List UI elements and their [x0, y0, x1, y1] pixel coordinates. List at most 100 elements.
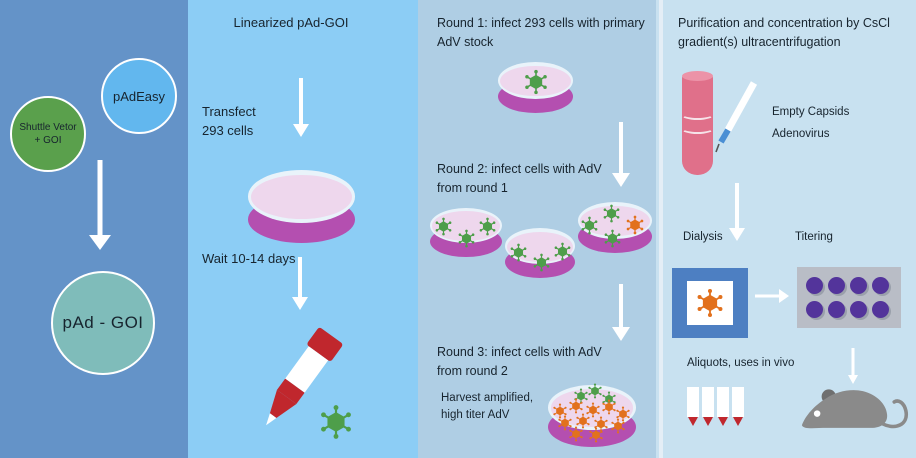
- transfect-label-line2: 293 cells: [202, 122, 254, 138]
- aliquot-tip: [688, 417, 698, 426]
- petri-dish-transfected: [248, 170, 355, 243]
- centrifuge-tube-top: [682, 71, 713, 81]
- plate-well: [872, 277, 889, 294]
- aliquot-tube-icon: [732, 387, 744, 426]
- arrow-head: [612, 327, 630, 341]
- round2-title: Round 2: infect cells with AdV from roun…: [437, 160, 602, 198]
- green-virus-icon: [523, 69, 549, 95]
- green-virus-icon: [532, 253, 551, 272]
- aliquot-tube-icon: [702, 387, 714, 426]
- orange-virus-icon: [695, 288, 725, 318]
- syringe-needle-icon: [715, 81, 758, 153]
- round3-title-line2: from round 2: [437, 363, 508, 378]
- green-virus-icon: [602, 204, 621, 223]
- petri-dish-harvest: [548, 385, 636, 447]
- panel2-title: Linearized pAd-GOI: [233, 15, 349, 30]
- green-virus-icon: [603, 229, 622, 248]
- flow-arrow-down-purify: [729, 183, 745, 241]
- green-virus-icon: [553, 242, 572, 261]
- petri-dish-round2-a: [430, 208, 502, 257]
- titering-label: Titering: [795, 231, 833, 243]
- orange-virus-icon: [610, 418, 626, 434]
- panel-transfection: Linearized pAd-GOI Transfect 293 cells W…: [188, 0, 418, 458]
- harvest-label-line2: high titer AdV: [441, 409, 510, 422]
- arrow-head: [779, 288, 789, 303]
- dialysis-label: Dialysis: [683, 231, 723, 243]
- shuttle-vector-label-line1: Shuttle Vetor: [19, 122, 77, 133]
- empty-capsids-label: Empty Capsids: [772, 106, 850, 118]
- dialysis-cassette-icon: [672, 268, 748, 338]
- panel4-title-line1: Purification and concentration by CsCl: [678, 16, 890, 30]
- adenovirus-label: Adenovirus: [772, 128, 830, 140]
- harvest-label: Harvest amplified, high titer AdV: [441, 390, 533, 425]
- wait-label: Wait 10-14 days: [202, 251, 296, 266]
- green-virus-icon: [457, 229, 476, 248]
- orange-virus-icon: [568, 426, 584, 442]
- transfect-label-line1: Transfect: [202, 104, 256, 119]
- arrow-head: [847, 375, 858, 384]
- petri-dish-round1: [498, 62, 573, 113]
- arrow-shaft: [299, 78, 303, 124]
- conical-tube-icon: [266, 327, 343, 426]
- shuttle-vector-label-line2: + GOI: [34, 135, 62, 146]
- panel-amplification: Round 1: infect 293 cells with primary A…: [418, 0, 656, 458]
- gradient-band-adenovirus: [681, 123, 714, 134]
- round1-title-line2: AdV stock: [437, 34, 494, 49]
- arrow-shaft: [619, 284, 623, 327]
- arrow-head: [612, 173, 630, 187]
- flow-arrow-down-round1: [612, 122, 630, 187]
- petri-dish-round2-b: [505, 228, 575, 278]
- plate-well: [828, 301, 845, 318]
- arrow-head: [292, 297, 308, 310]
- padeasy-plasmid-circle: pAdEasy: [101, 58, 177, 134]
- gradient-band-empty-capsids: [681, 109, 714, 120]
- arrow-shaft: [755, 294, 779, 297]
- mouse-icon: [801, 389, 909, 429]
- titering-plate-icon: [797, 267, 901, 328]
- arrow-shaft: [298, 257, 302, 297]
- green-virus-icon: [434, 217, 453, 236]
- round1-title-line1: Round 1: infect 293 cells with primary: [437, 16, 645, 30]
- shuttle-vector-circle: Shuttle Vetor + GOI: [10, 96, 86, 172]
- orange-virus-icon: [568, 398, 584, 414]
- aliquot-tube-icon: [717, 387, 729, 426]
- aliquot-body: [702, 387, 714, 417]
- round3-title: Round 3: infect cells with AdV from roun…: [437, 343, 602, 381]
- plate-well: [806, 301, 823, 318]
- aliquot-body: [687, 387, 699, 417]
- round2-title-line1: Round 2: infect cells with AdV: [437, 162, 602, 176]
- arrow-shaft: [851, 348, 854, 375]
- panel-cloning: pAdEasy Shuttle Vetor + GOI pAd - GOI: [0, 0, 188, 458]
- green-virus-icon: [478, 217, 497, 236]
- flow-arrow-down-invivo: [847, 348, 858, 384]
- dish-media: [251, 175, 352, 219]
- round3-title-line1: Round 3: infect cells with AdV: [437, 345, 602, 359]
- aliquot-body: [717, 387, 729, 417]
- aliquots-label: Aliquots, uses in vivo: [687, 357, 795, 369]
- aliquot-body: [732, 387, 744, 417]
- panel4-title-line2: gradient(s) ultracentrifugation: [678, 34, 841, 49]
- plate-well: [850, 301, 867, 318]
- arrow-shaft: [619, 122, 623, 173]
- plate-well: [828, 277, 845, 294]
- arrow-shaft: [735, 183, 739, 228]
- arrow-shaft: [97, 160, 103, 235]
- round1-title: Round 1: infect 293 cells with primary A…: [437, 14, 645, 52]
- green-virus-icon: [509, 243, 528, 262]
- panel-purification: Purification and concentration by CsCl g…: [656, 0, 916, 458]
- harvest-label-line1: Harvest amplified,: [441, 392, 534, 404]
- aliquot-tube-icon: [687, 387, 699, 426]
- pad-goi-label: pAd - GOI: [62, 313, 144, 332]
- green-virus-icon: [580, 216, 599, 235]
- transfect-label: Transfect 293 cells: [202, 103, 256, 141]
- centrifuge-tube-icon: [681, 71, 714, 175]
- orange-virus-icon: [588, 427, 604, 443]
- flow-arrow-right-titering: [755, 288, 789, 303]
- plate-well: [872, 301, 889, 318]
- orange-virus-icon: [625, 215, 645, 235]
- flow-arrow-down-transfect: [293, 78, 309, 137]
- padeasy-label: pAdEasy: [112, 88, 166, 104]
- petri-dish-round2-c: [578, 202, 652, 253]
- arrow-head: [89, 235, 111, 250]
